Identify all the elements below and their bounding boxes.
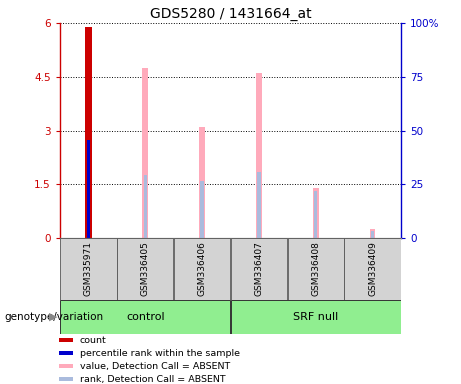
Text: genotype/variation: genotype/variation <box>5 312 104 322</box>
Text: count: count <box>80 336 106 344</box>
Text: GSM336407: GSM336407 <box>254 242 263 296</box>
Bar <box>199 127 205 238</box>
Bar <box>85 26 92 238</box>
Text: percentile rank within the sample: percentile rank within the sample <box>80 349 240 358</box>
Text: control: control <box>126 312 165 322</box>
Text: GSM336405: GSM336405 <box>141 242 150 296</box>
Bar <box>59 338 73 342</box>
Bar <box>142 68 148 238</box>
Bar <box>59 364 73 368</box>
Text: rank, Detection Call = ABSENT: rank, Detection Call = ABSENT <box>80 374 225 384</box>
Bar <box>231 238 287 300</box>
Bar <box>59 351 73 355</box>
Bar <box>314 192 318 238</box>
Bar <box>87 139 90 238</box>
Bar <box>344 238 401 300</box>
Bar <box>370 229 375 238</box>
Bar <box>59 377 73 381</box>
Text: GSM336406: GSM336406 <box>198 242 207 296</box>
Bar <box>143 175 147 238</box>
Text: GSM335971: GSM335971 <box>84 241 93 296</box>
Bar <box>60 300 230 334</box>
Text: value, Detection Call = ABSENT: value, Detection Call = ABSENT <box>80 361 230 371</box>
Bar <box>256 73 262 238</box>
Bar <box>174 238 230 300</box>
Text: SRF null: SRF null <box>293 312 338 322</box>
Text: GSM336409: GSM336409 <box>368 242 377 296</box>
Title: GDS5280 / 1431664_at: GDS5280 / 1431664_at <box>150 7 311 21</box>
Bar <box>313 188 319 238</box>
Text: GSM336408: GSM336408 <box>311 242 320 296</box>
Bar <box>117 238 173 300</box>
Bar <box>288 238 344 300</box>
Bar <box>257 172 260 238</box>
Bar <box>60 238 117 300</box>
Bar <box>201 181 204 238</box>
Text: ▶: ▶ <box>49 312 58 322</box>
Bar <box>231 300 401 334</box>
Bar <box>371 231 374 238</box>
